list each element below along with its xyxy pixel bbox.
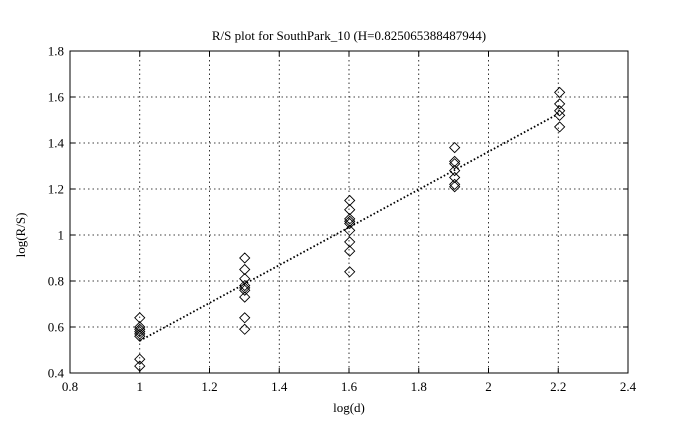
data-point-diamond: [344, 213, 356, 225]
data-point-diamond: [449, 158, 461, 170]
data-point-diamond: [239, 312, 251, 324]
x-tick-label: 2.2: [550, 379, 566, 394]
data-point-diamond: [344, 217, 356, 230]
data-point-diamond: [134, 360, 146, 372]
data-point-diamond: [344, 236, 356, 248]
data-point-diamond: [134, 353, 146, 365]
data-point-diamond: [344, 215, 356, 227]
data-point-diamond: [134, 328, 146, 340]
x-tick-label: 1.8: [411, 379, 427, 394]
data-point-diamond: [239, 284, 251, 296]
data-point-diamond: [449, 155, 461, 168]
y-tick-labels: 0.4 0.6 0.8 1 1.2 1.4 1.6 1.8: [48, 44, 65, 381]
data-point-diamond: [449, 171, 461, 184]
chart-title: R/S plot for SouthPark_10 (H=0.825065388…: [212, 28, 486, 43]
data-point-diamond: [449, 178, 461, 191]
data-point-diamond: [134, 312, 146, 324]
data-point-diamond: [449, 181, 461, 193]
data-point-diamond: [239, 282, 251, 294]
data-point-diamond: [554, 86, 566, 99]
data-point-diamond: [554, 121, 566, 133]
data-point-diamond: [449, 141, 461, 154]
x-tick-labels: 0.8 1 1.2 1.4 1.6 1.8 2 2.2 2.4: [62, 379, 637, 394]
plot-frame: [69, 50, 629, 374]
data-point-diamond: [554, 105, 566, 117]
x-tick-label: 1.2: [201, 379, 217, 394]
data-point-diamond: [239, 323, 251, 335]
data-point-diamond: [344, 194, 356, 207]
data-point-diamond: [554, 109, 566, 122]
data-point-diamond: [344, 204, 356, 216]
y-tick-label: 1.4: [48, 136, 65, 151]
y-tick-label: 1: [58, 228, 65, 243]
y-tick-label: 0.8: [48, 274, 64, 289]
data-points: [134, 86, 566, 372]
x-tick-label: 0.8: [62, 379, 78, 394]
x-axis-title: log(d): [333, 400, 365, 415]
data-point-diamond: [134, 321, 146, 333]
y-axis-title: log(R/S): [13, 213, 28, 258]
y-tick-label: 0.6: [48, 320, 65, 335]
x-tick-label: 1.4: [271, 379, 288, 394]
y-tick-label: 1.8: [48, 44, 64, 59]
x-tick-label: 2: [485, 379, 492, 394]
data-point-diamond: [134, 330, 146, 342]
data-point-diamond: [449, 164, 461, 177]
grid-lines: [70, 51, 628, 373]
data-point-diamond: [344, 224, 356, 237]
data-point-diamond: [239, 252, 251, 264]
data-point-diamond: [239, 279, 251, 292]
data-point-diamond: [239, 273, 251, 285]
fit-line: [139, 112, 561, 342]
x-tick-label: 2.4: [620, 379, 637, 394]
data-point-diamond: [344, 245, 356, 257]
data-point-diamond: [344, 266, 356, 278]
axis-ticks: [69, 50, 629, 374]
x-tick-label: 1.6: [341, 379, 358, 394]
data-point-diamond: [239, 263, 251, 276]
data-point-diamond: [134, 325, 146, 338]
data-point-diamond: [134, 323, 146, 335]
y-tick-label: 1.6: [48, 90, 65, 105]
y-tick-label: 1.2: [48, 182, 64, 197]
data-point-diamond: [554, 98, 566, 110]
x-tick-label: 1: [137, 379, 144, 394]
data-point-diamond: [239, 291, 251, 303]
y-tick-label: 0.4: [48, 366, 65, 381]
